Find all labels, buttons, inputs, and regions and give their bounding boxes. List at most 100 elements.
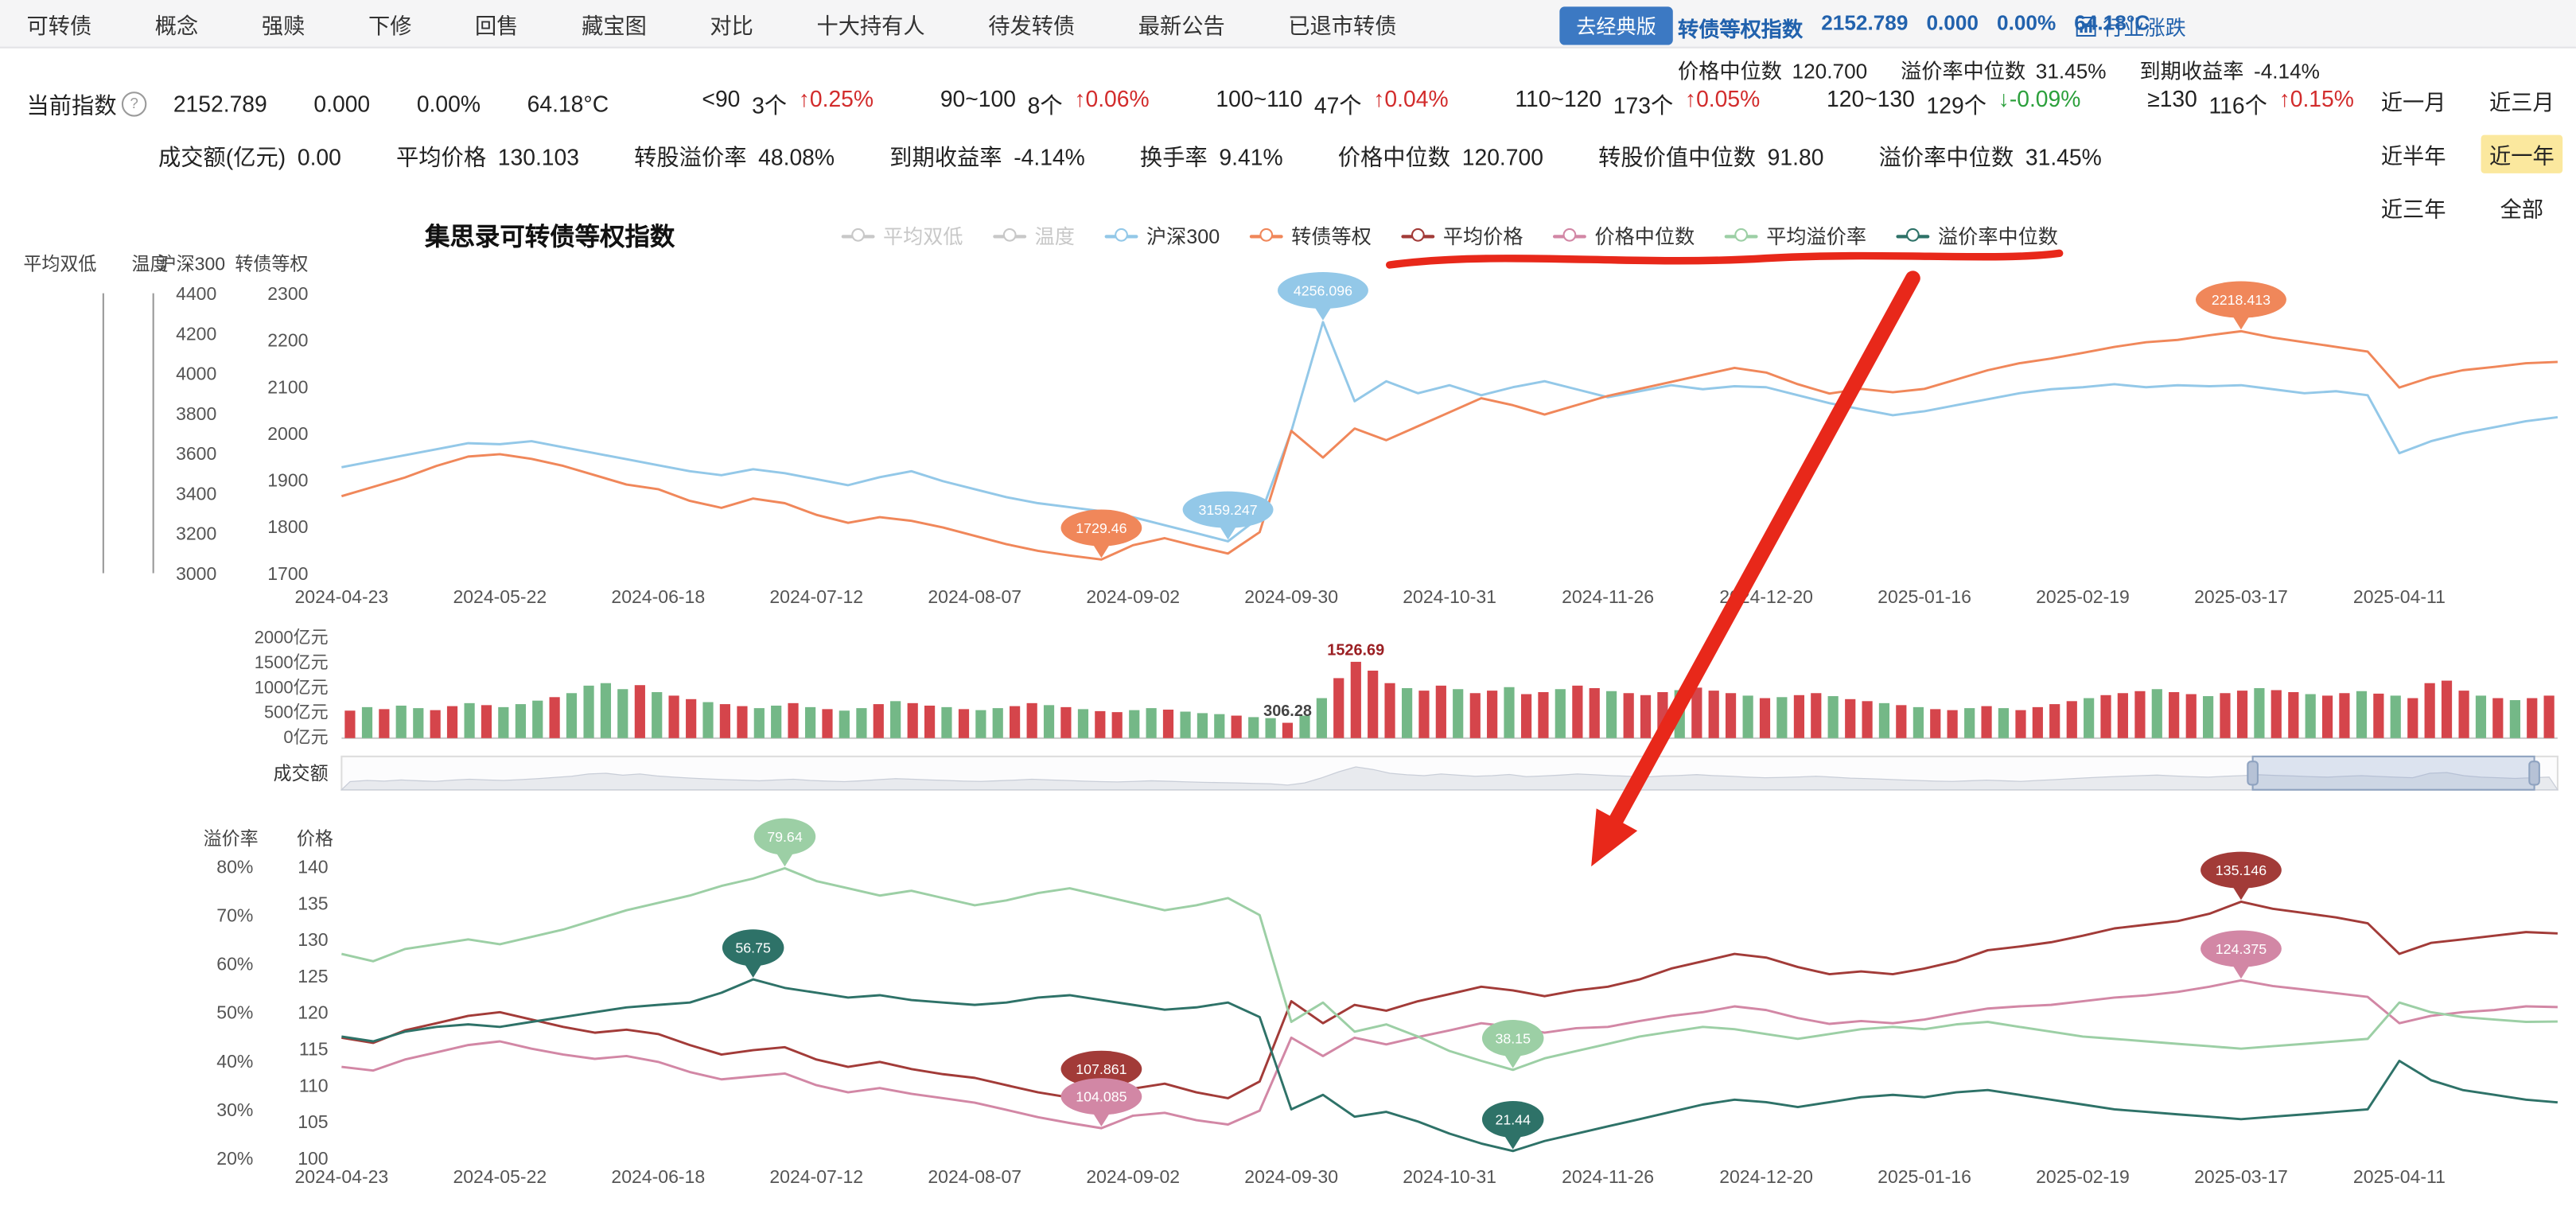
- svg-text:2024-09-30: 2024-09-30: [1244, 1166, 1338, 1187]
- svg-text:溢价率: 溢价率: [204, 828, 259, 849]
- legend-item-label: 平均溢价率: [1766, 224, 1866, 249]
- legend-item-label: 平均价格: [1442, 224, 1523, 249]
- legend-item-label: 平均双低: [883, 224, 963, 249]
- volume-bar: [2049, 704, 2060, 738]
- legend-item-平均溢价率[interactable]: 平均溢价率: [1724, 222, 1866, 251]
- volume-bar: [1981, 706, 1992, 738]
- volume-bar: [2543, 695, 2555, 738]
- volume-bar: [2032, 706, 2043, 738]
- volume-bar: [1214, 714, 1225, 738]
- nav-item[interactable]: 十大持有人: [816, 12, 925, 38]
- marker-pin-label: 21.44: [1495, 1111, 1531, 1127]
- volume-bar: [2254, 687, 2265, 738]
- current-index-label: 当前指数: [26, 93, 117, 119]
- legend-item-价格中位数[interactable]: 价格中位数: [1553, 222, 1695, 251]
- stats-row-1: 当前指数 ? 2152.789 0.000 0.00% 64.18°C <90 …: [27, 87, 2354, 120]
- volume-bar: [1793, 695, 1805, 738]
- nav-item[interactable]: 最新公告: [1138, 12, 1225, 38]
- datazoom-handle[interactable]: [2247, 761, 2259, 786]
- svg-text:3600: 3600: [176, 443, 216, 464]
- volume-bar: [600, 683, 612, 738]
- nav-item[interactable]: 对比: [710, 12, 753, 38]
- volume-bar: [1111, 712, 1123, 738]
- marker-pin: [1060, 1078, 1142, 1115]
- bucket-range: <90: [702, 86, 741, 112]
- datazoom-slider[interactable]: 成交额: [0, 753, 2576, 796]
- volume-bar: [2151, 689, 2162, 738]
- svg-text:135: 135: [298, 893, 328, 913]
- legend-item-溢价率中位数[interactable]: 溢价率中位数: [1896, 222, 2058, 251]
- nav-item[interactable]: 概念: [154, 12, 199, 38]
- bucket-count: 173个: [1613, 93, 1674, 119]
- legend-item-平均价格[interactable]: 平均价格: [1401, 222, 1523, 251]
- nav-item[interactable]: 已退市转债: [1288, 12, 1397, 38]
- volume-bar: [1640, 695, 1652, 738]
- volume-chart[interactable]: 2000亿元 1500亿元 1000亿元 500亿元 0亿元 306.28 1526.69: [0, 625, 2576, 758]
- volume-bar: [446, 706, 458, 738]
- marker-pin: [1182, 491, 1274, 528]
- svg-text:2024-04-23: 2024-04-23: [294, 586, 388, 607]
- classic-version-button[interactable]: 去经典版: [1559, 6, 1673, 45]
- legend-item-转债等权[interactable]: 转债等权: [1249, 222, 1372, 251]
- nav-item[interactable]: 待发转债: [988, 12, 1076, 38]
- volume-bar: [2305, 694, 2316, 738]
- volume-bar: [702, 702, 714, 738]
- volume-bar: [737, 706, 748, 738]
- svg-text:1000亿元: 1000亿元: [255, 677, 329, 697]
- nav-item[interactable]: 强赎: [261, 12, 305, 38]
- nav-item[interactable]: 藏宝图: [582, 12, 647, 38]
- industry-link[interactable]: 行业涨跌: [2076, 10, 2186, 42]
- price-premium-chart[interactable]: 溢价率 价格 80% 70% 60% 50% 40% 30% 20% 140 135 130 125 12…: [0, 813, 2576, 1214]
- datazoom-window[interactable]: [2251, 755, 2535, 791]
- current-index-temperature: 64.18°C: [527, 91, 609, 116]
- bucket-count: 47个: [1313, 93, 1362, 119]
- nav-item[interactable]: 回售: [475, 12, 519, 38]
- legend-item-label: 转债等权: [1291, 224, 1372, 249]
- range-button[interactable]: 近半年: [2372, 135, 2454, 173]
- help-icon[interactable]: ?: [121, 91, 147, 116]
- volume-bar: [2527, 698, 2538, 738]
- stat-pair: 溢价率中位数 31.45%: [1879, 138, 2102, 172]
- volume-bar: [924, 705, 936, 738]
- stats-row-2: 成交额(亿元) 0.00 平均价格 130.103 转股溢价率 48.08% 到期收益…: [158, 138, 2102, 172]
- index-info-pair-label: 价格中位数: [1678, 60, 1782, 84]
- marker-pin: [745, 964, 762, 978]
- volume-bar: [1384, 683, 1395, 738]
- legend-item-沪深300[interactable]: 沪深300: [1104, 222, 1220, 251]
- volume-bar: [2390, 695, 2401, 738]
- svg-text:115: 115: [299, 1039, 329, 1060]
- svg-text:60%: 60%: [216, 954, 253, 975]
- range-button[interactable]: 近一月: [2372, 82, 2454, 120]
- svg-text:2024-11-26: 2024-11-26: [1562, 586, 1654, 607]
- volume-bar: [1469, 693, 1481, 738]
- svg-text:20%: 20%: [216, 1148, 253, 1169]
- marker-pin: [1060, 1050, 1142, 1088]
- bucket-change: ↓-0.09%: [1998, 86, 2081, 112]
- volume-bar: [583, 685, 594, 738]
- svg-text:3000: 3000: [176, 563, 216, 584]
- volume-bar: [2441, 680, 2453, 738]
- stat-pair: 转股价值中位数 91.80: [1598, 138, 1823, 172]
- nav-item[interactable]: 可转债: [26, 12, 92, 38]
- volume-bar: [2084, 698, 2095, 738]
- legend-item-温度[interactable]: 温度: [993, 222, 1075, 251]
- range-button[interactable]: 近三年: [2372, 189, 2454, 227]
- volume-bar: [1350, 661, 1361, 738]
- svg-text:2024-05-22: 2024-05-22: [453, 1166, 547, 1187]
- stat-label: 换手率: [1139, 145, 1208, 170]
- range-button[interactable]: 全部: [2481, 189, 2563, 227]
- svg-text:4000: 4000: [176, 364, 216, 384]
- stat-label: 到期收益率: [889, 145, 1002, 170]
- volume-bar: [1162, 710, 1174, 738]
- index-info-pair: 到期收益率 -4.14%: [2139, 53, 2319, 85]
- range-button[interactable]: 近三月: [2481, 82, 2563, 120]
- volume-bar: [2458, 691, 2469, 738]
- datazoom-handle[interactable]: [2528, 761, 2540, 786]
- volume-bar: [1947, 710, 1958, 738]
- range-button[interactable]: 近一年: [2481, 134, 2563, 173]
- legend-item-平均双低[interactable]: 平均双低: [841, 222, 963, 251]
- nav-item[interactable]: 下修: [368, 12, 412, 38]
- index-info-pair: 溢价率中位数 31.45%: [1901, 53, 2106, 85]
